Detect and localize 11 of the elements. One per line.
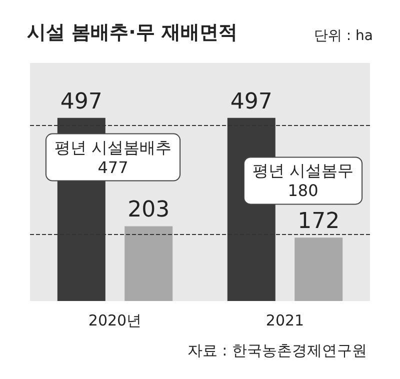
data-label: 497 (230, 89, 272, 114)
ref-line-label: 평년 시설봄무 180 (252, 161, 354, 200)
data-label: 203 (128, 198, 170, 223)
x-tick-label: 2020년 (88, 312, 142, 330)
x-tick-label: 2021 (266, 312, 304, 330)
ref-line-label: 평년 시설봄배추 477 (54, 138, 172, 177)
chart-subtitle: 단위 : ha (314, 28, 374, 44)
text: 자료 : 한국농촌경제연구원 (187, 342, 368, 360)
chart-title: 시설 봄배추·무 재배면적 (27, 22, 238, 44)
data-label: 497 (60, 89, 102, 114)
data-label: 172 (298, 209, 340, 234)
